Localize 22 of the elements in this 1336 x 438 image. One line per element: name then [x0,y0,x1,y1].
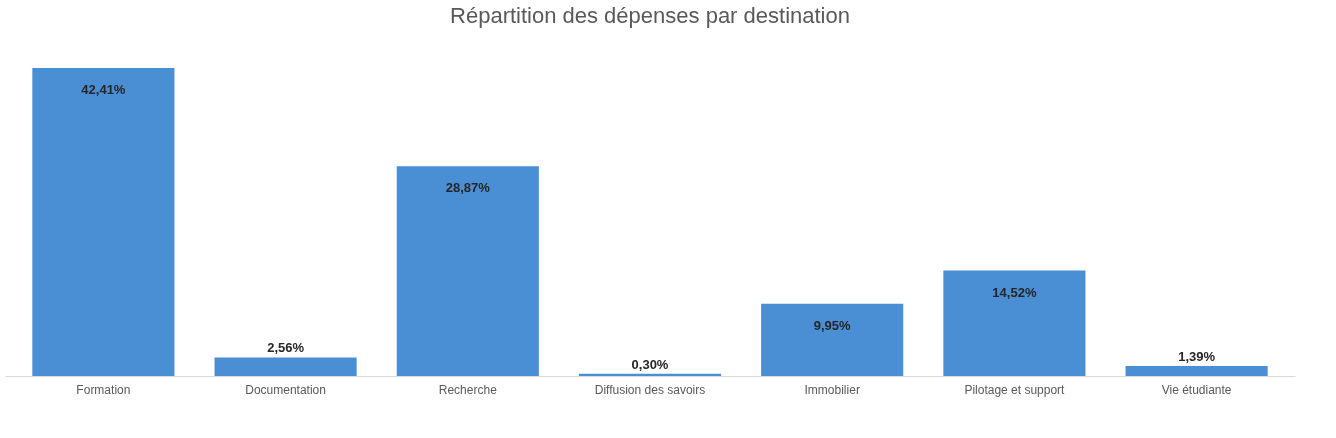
x-tick-label: Pilotage et support [964,382,1066,397]
data-label: 14,52% [992,284,1037,300]
x-tick-label: Immobilier [804,382,860,397]
bar [1125,365,1268,376]
x-tick-label: Diffusion des savoirs [594,382,706,397]
x-tick-label: Formation [76,382,131,397]
bar [578,373,722,376]
data-label: 9,95% [813,317,852,333]
bar [761,303,904,376]
bar [214,357,357,376]
x-tick-label: Documentation [245,382,326,397]
data-label: 42,41% [81,82,126,97]
data-label: 2,56% [267,340,305,356]
bar [943,270,1086,376]
data-label: 1,39% [1178,348,1216,364]
chart-title: Répartition des dépenses par destination [450,3,850,28]
data-label: 28,87% [445,180,491,196]
x-tick-label: Recherche [438,382,498,397]
bar [396,166,539,376]
bar [32,68,175,376]
data-label: 0,30% [631,356,669,372]
x-tick-label: Vie étudiante [1161,382,1232,397]
